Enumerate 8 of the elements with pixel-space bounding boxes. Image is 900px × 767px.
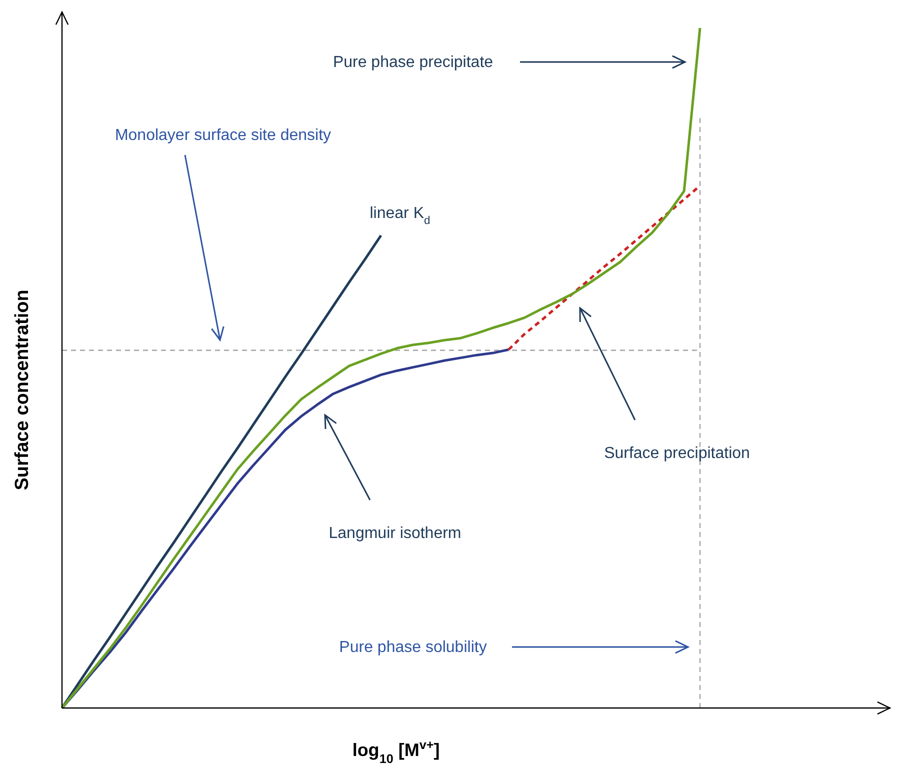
annotation: Surface precipitation bbox=[604, 445, 750, 462]
annotation: Monolayer surface site density bbox=[114, 127, 332, 144]
annotation: linear K$_{d}$ bbox=[370, 205, 430, 227]
annotation: Pure phase solubility bbox=[339, 639, 487, 656]
x-axis-title: log$_{10}$ [M$^{v+}$] bbox=[352, 738, 440, 766]
y-axis-title: Surface concentration bbox=[12, 290, 33, 490]
annotation: Langmuir isotherm bbox=[328, 525, 462, 542]
annotation: Pure phase precipitate bbox=[332, 54, 494, 71]
